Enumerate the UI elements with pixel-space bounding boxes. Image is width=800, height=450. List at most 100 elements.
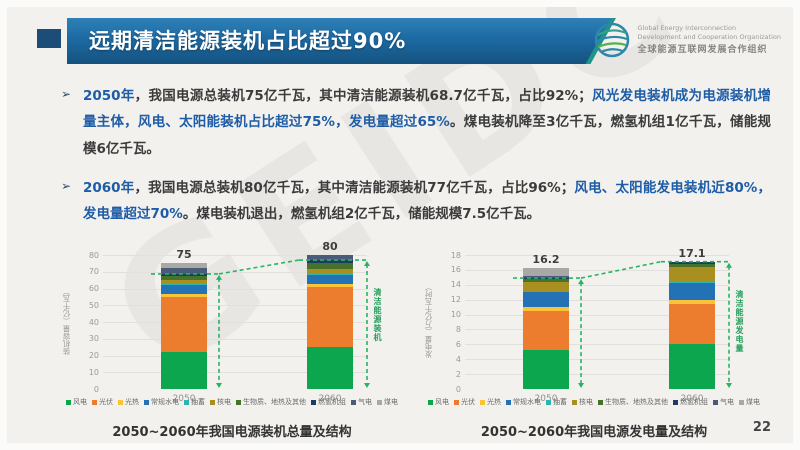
legend-item-抽蓄: 抽蓄: [184, 397, 205, 407]
legend-label: 煤电: [746, 398, 760, 406]
logo-line-cn: 全球能源互联网发展合作组织: [637, 44, 768, 55]
y-tick-label: 80: [88, 250, 99, 260]
y-axis-label: 装机容量（亿千瓦）: [62, 287, 71, 355]
y-tick-label: 10: [88, 367, 99, 377]
logo-line-en1: Global Energy Interconnection: [637, 24, 737, 33]
legend-swatch: [92, 399, 97, 405]
stacked-bar-2050: [161, 255, 207, 389]
gridline: [103, 255, 367, 256]
clean-energy-annotation: 清洁能源装机: [373, 288, 382, 343]
gridline: [465, 269, 729, 271]
generation-chart: 发电量（万亿千瓦时） 16.2 2050 17.1 2060 0 2 4 6 8 10 12 14 16 1…: [421, 239, 767, 419]
bar-segment-常规水电: [161, 285, 207, 295]
bar-segment-抽蓄: [307, 272, 353, 276]
bar-segment-光热: [523, 307, 569, 311]
bar-segment-煤电: [523, 268, 569, 276]
y-tick-label: 0: [93, 384, 99, 394]
x-tick-label: 2050: [161, 394, 207, 404]
capacity-chart-caption: 2050~2060年我国电源装机总量及结构: [112, 425, 352, 440]
legend-label: 风电: [435, 398, 449, 406]
stacked-bar-2050: [523, 255, 569, 389]
bar-segment-生物质、地热及其他: [523, 278, 569, 282]
gridline: [465, 284, 729, 286]
legend-swatch: [311, 399, 316, 405]
bar-segment-光热: [669, 299, 715, 305]
bar-segment-燃氢机组: [669, 261, 715, 264]
plot-area: 16.2 2050 17.1 2060: [465, 247, 732, 404]
y-tick-label: 10: [450, 310, 461, 320]
legend-label: 抽蓄: [191, 398, 205, 406]
y-tick-label: 0: [455, 384, 461, 394]
bar-segment-气电: [523, 275, 569, 279]
legend-item-风电: 风电: [66, 397, 87, 407]
bar-segment-核电: [161, 280, 207, 284]
bar-segment-气电: [161, 268, 207, 274]
legend-label: 核电: [579, 398, 593, 406]
legend-label: 生物质、地热及其他: [243, 398, 306, 406]
legend-label: 燃氢机组: [318, 398, 346, 406]
y-tick-label: 20: [88, 351, 99, 360]
bullet-item-1: ➢ 2060年，我国电源总装机80亿千瓦，其中清洁能源装机77亿千瓦，占比96%；…: [59, 175, 771, 228]
bar-segment-抽蓄: [161, 283, 207, 286]
legend-item-生物质、地热及其他: 生物质、地热及其他: [236, 397, 306, 407]
legend-item-光热: 光热: [118, 397, 139, 407]
bar-segment-光伏: [669, 304, 715, 345]
legend-label: 光热: [487, 398, 501, 406]
y-tick-label: 70: [88, 267, 99, 277]
bar-segment-风电: [161, 352, 207, 389]
legend-item-气电: 气电: [351, 397, 372, 407]
bar-segment-燃氢机组: [523, 278, 569, 279]
bar-segment-光伏: [523, 310, 569, 351]
gridline: [465, 344, 729, 346]
bar-segment-生物质、地热及其他: [307, 263, 353, 270]
legend-label: 常规水电: [513, 398, 541, 406]
gridline: [103, 288, 367, 290]
bar-segment-核电: [307, 269, 353, 273]
y-tick-label: 6: [455, 339, 461, 349]
bar-total-label: 16.2: [532, 253, 560, 267]
gridline: [465, 329, 729, 331]
legend-label: 气电: [720, 398, 734, 406]
bullet-text: 。煤电装机降至3亿千瓦，燃氢机组1亿千瓦，储能规模6亿千瓦。: [83, 114, 771, 157]
bullet-text-emphasis: 风电、太阳能发电装机近80%，发电量超过70%: [83, 179, 771, 223]
bar-segment-光伏: [307, 286, 353, 348]
legend-item-抽蓄: 抽蓄: [546, 397, 567, 407]
legend-label: 常规水电: [151, 398, 179, 406]
y-tick-label: 18: [450, 250, 461, 260]
bar-segment-生物质、地热及其他: [669, 263, 715, 267]
legend-label: 风电: [73, 398, 87, 406]
legend-label: 光伏: [99, 398, 113, 406]
bullet-list: ➢ 2050年，我国电源总装机75亿千瓦，其中清洁能源装机68.7亿千瓦，占比92…: [59, 83, 771, 241]
y-tick-label: 8: [455, 324, 461, 334]
bullet-text: ，我国电源总装机80亿千瓦，其中清洁能源装机77亿千瓦，占比96%；: [134, 179, 575, 196]
bullet-text: 。煤电装机退出，燃氢机组2亿千瓦，储能规模7.5亿千瓦。: [182, 206, 541, 223]
globe-icon: [594, 22, 629, 58]
stacked-bar-2060: [307, 255, 353, 389]
gridline: [103, 322, 367, 323]
bullet-text: ，我国电源总装机75亿千瓦，其中清洁能源装机68.7亿千瓦，占比92%；: [134, 88, 592, 104]
legend-swatch: [377, 399, 382, 405]
bar-segment-生物质、地热及其他: [161, 275, 207, 281]
legend-label: 燃氢机组: [680, 398, 708, 406]
bar-segment-风电: [523, 350, 569, 389]
chart-legend: 风电 光伏 光热 常规水电 抽蓄 核电 生物质、地热及其他 燃氢机组 气电 煤电: [421, 397, 767, 407]
bar-segment-常规水电: [523, 292, 569, 308]
bullet-text-emphasis: 2060年: [83, 179, 135, 196]
generation-chart-caption: 2050~2060年我国电源发电量及结构: [480, 425, 708, 440]
bar-segment-光热: [161, 294, 207, 297]
y-tick-label: 40: [88, 317, 99, 327]
gridline: [465, 314, 729, 316]
bullet-text-emphasis: 2050年: [83, 88, 135, 104]
bar-segment-核电: [523, 281, 569, 291]
bullet-arrow-icon: ➢: [61, 178, 72, 193]
bar-segment-光伏: [161, 296, 207, 353]
legend-label: 核电: [217, 398, 231, 406]
capacity-chart: 装机容量（亿千瓦） 75 2050 80 2060 0 10 20 30 40 50 60 70 80 清洁…: [59, 239, 405, 419]
legend-swatch: [506, 399, 511, 405]
clean-energy-annotation: 清洁能源发电量: [735, 289, 744, 353]
legend-item-光伏: 光伏: [92, 397, 113, 407]
bar-segment-常规水电: [669, 282, 715, 300]
clean-energy-dashed-overlay: [151, 259, 370, 388]
legend-item-煤电: 煤电: [739, 397, 760, 407]
legend-swatch: [480, 399, 485, 405]
